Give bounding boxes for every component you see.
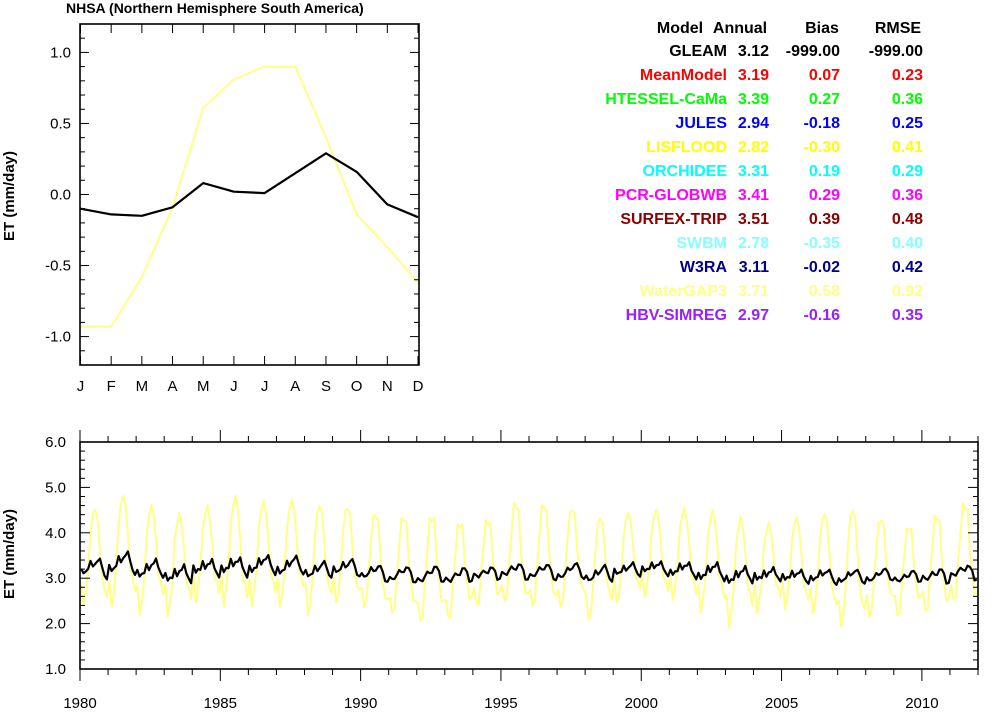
stats-value: 3.11: [739, 259, 769, 276]
timeseries-series-line: [80, 494, 978, 629]
x-tick-label: M: [197, 378, 210, 395]
y-tick-label: -0.5: [45, 258, 71, 275]
x-tick-label: 2005: [765, 695, 798, 712]
y-tick-label: 6.0: [45, 434, 66, 451]
stats-header: Model: [657, 20, 703, 37]
x-tick-label: J: [261, 378, 269, 395]
stats-value: 0.29: [892, 163, 923, 180]
timeseries-chart: ET (mm/day) 1.0 2.0 3.0 4.0 5.0 6.0 1980 1985 19…: [1, 430, 979, 712]
x-tick-label: A: [168, 378, 178, 395]
stats-header: Annual: [713, 20, 767, 37]
stats-value: 0.40: [892, 235, 923, 252]
stats-value: 0.58: [809, 283, 840, 300]
stats-model-name: SWBM: [676, 235, 727, 252]
stats-value: 2.78: [738, 235, 769, 252]
stats-value: 0.07: [809, 67, 840, 84]
x-tick-label: 1980: [63, 695, 96, 712]
x-tick-label: 1990: [344, 695, 377, 712]
stats-model-name: ORCHIDEE: [643, 163, 728, 180]
stats-value: 2.82: [738, 139, 769, 156]
stats-model-name: MeanModel: [640, 67, 727, 84]
y-tick-label: -1.0: [45, 329, 71, 346]
x-tick-label: N: [382, 378, 393, 395]
x-tick-label: M: [136, 378, 149, 395]
timeseries-series-layer: [80, 494, 978, 629]
stats-value: -999.00: [869, 43, 923, 60]
stats-header: Bias: [805, 20, 839, 37]
stats-value: 0.36: [892, 187, 923, 204]
stats-value: 0.39: [809, 211, 840, 228]
x-tick-label: O: [351, 378, 363, 395]
x-tick-label: 1985: [204, 695, 237, 712]
y-tick-label: 3.0: [45, 570, 66, 587]
x-tick-label: J: [230, 378, 238, 395]
seasonal-cycle-chart: NHSA (Northern Hemisphere South America)…: [1, 0, 424, 395]
y-tick-label: 0.5: [50, 115, 71, 132]
stats-value: 0.35: [892, 307, 923, 324]
seasonal-series-line: [80, 65, 419, 328]
stats-value: 0.48: [892, 211, 923, 228]
stats-header: RMSE: [875, 20, 922, 37]
x-tick-label: 2000: [625, 695, 658, 712]
stats-value: 0.92: [892, 283, 923, 300]
y-tick-label: 0.0: [50, 187, 71, 204]
stats-value: 0.42: [892, 259, 923, 276]
seasonal-series-layer: [80, 65, 419, 328]
stats-value: -0.18: [804, 115, 841, 132]
stats-value: 0.41: [892, 139, 923, 156]
stats-value: -0.02: [804, 259, 841, 276]
x-tick-label: 2010: [905, 695, 938, 712]
stats-value: 2.97: [738, 307, 769, 324]
stats-value: 0.25: [892, 115, 923, 132]
timeseries-series-line: [80, 550, 978, 587]
stats-value: -0.35: [804, 235, 841, 252]
seasonal-y-axis-label: ET (mm/day): [1, 151, 18, 241]
seasonal-series-line: [80, 152, 419, 219]
timeseries-plot-frame: [79, 441, 979, 670]
stats-value: 2.94: [738, 115, 769, 132]
stats-value: 0.27: [809, 91, 840, 108]
y-tick-label: 1.0: [50, 44, 71, 61]
stats-value: 0.23: [892, 67, 923, 84]
x-tick-label: J: [77, 378, 85, 395]
seasonal-chart-title: NHSA (Northern Hemisphere South America): [66, 0, 364, 16]
stats-value: -0.30: [804, 139, 841, 156]
stats-model-name: W3RA: [680, 259, 728, 276]
timeseries-y-axis-label: ET (mm/day): [1, 509, 18, 599]
stats-value: 0.36: [892, 91, 923, 108]
y-tick-label: 5.0: [45, 479, 66, 496]
stats-model-name: HBV-SIMREG: [626, 307, 727, 324]
y-tick-label: 4.0: [45, 525, 66, 542]
x-tick-label: D: [413, 378, 424, 395]
stats-model-name: PCR-GLOBWB: [615, 187, 727, 204]
x-tick-label: A: [290, 378, 300, 395]
x-tick-label: F: [107, 378, 116, 395]
stats-value: 3.51: [738, 211, 769, 228]
stats-model-name: LISFLOOD: [646, 139, 727, 156]
timeseries-axes: 1.0 2.0 3.0 4.0 5.0 6.0 1980 1985 1990 1995 2000 20…: [45, 430, 979, 712]
stats-value: 3.31: [738, 163, 769, 180]
y-tick-label: 1.0: [45, 661, 66, 678]
stats-value: 0.29: [809, 187, 840, 204]
y-tick-label: 2.0: [45, 616, 66, 633]
stats-model-name: WaterGAP3: [640, 283, 728, 300]
stats-value: -0.16: [804, 307, 841, 324]
stats-value: 3.41: [738, 187, 769, 204]
stats-value: 3.12: [738, 43, 769, 60]
x-tick-label: 1995: [484, 695, 517, 712]
stats-model-name: JULES: [675, 115, 727, 132]
stats-model-name: GLEAM: [669, 43, 727, 60]
seasonal-plot-frame: [79, 23, 420, 366]
statistics-table: Model Annual Bias RMSE GLEAM 3.12 -999.00 -999.…: [605, 20, 923, 324]
x-tick-label: S: [321, 378, 331, 395]
stats-value: 3.39: [738, 91, 769, 108]
stats-value: 3.71: [738, 283, 769, 300]
stats-model-name: SURFEX-TRIP: [620, 211, 727, 228]
seasonal-axes: -1.0 -0.5 0.0 0.5 1.0 J F M A M J J A S O N D: [45, 23, 424, 395]
stats-model-name: HTESSEL-CaMa: [605, 91, 727, 108]
stats-value: 0.19: [809, 163, 840, 180]
stats-value: 3.19: [738, 67, 769, 84]
stats-value: -999.00: [786, 43, 840, 60]
